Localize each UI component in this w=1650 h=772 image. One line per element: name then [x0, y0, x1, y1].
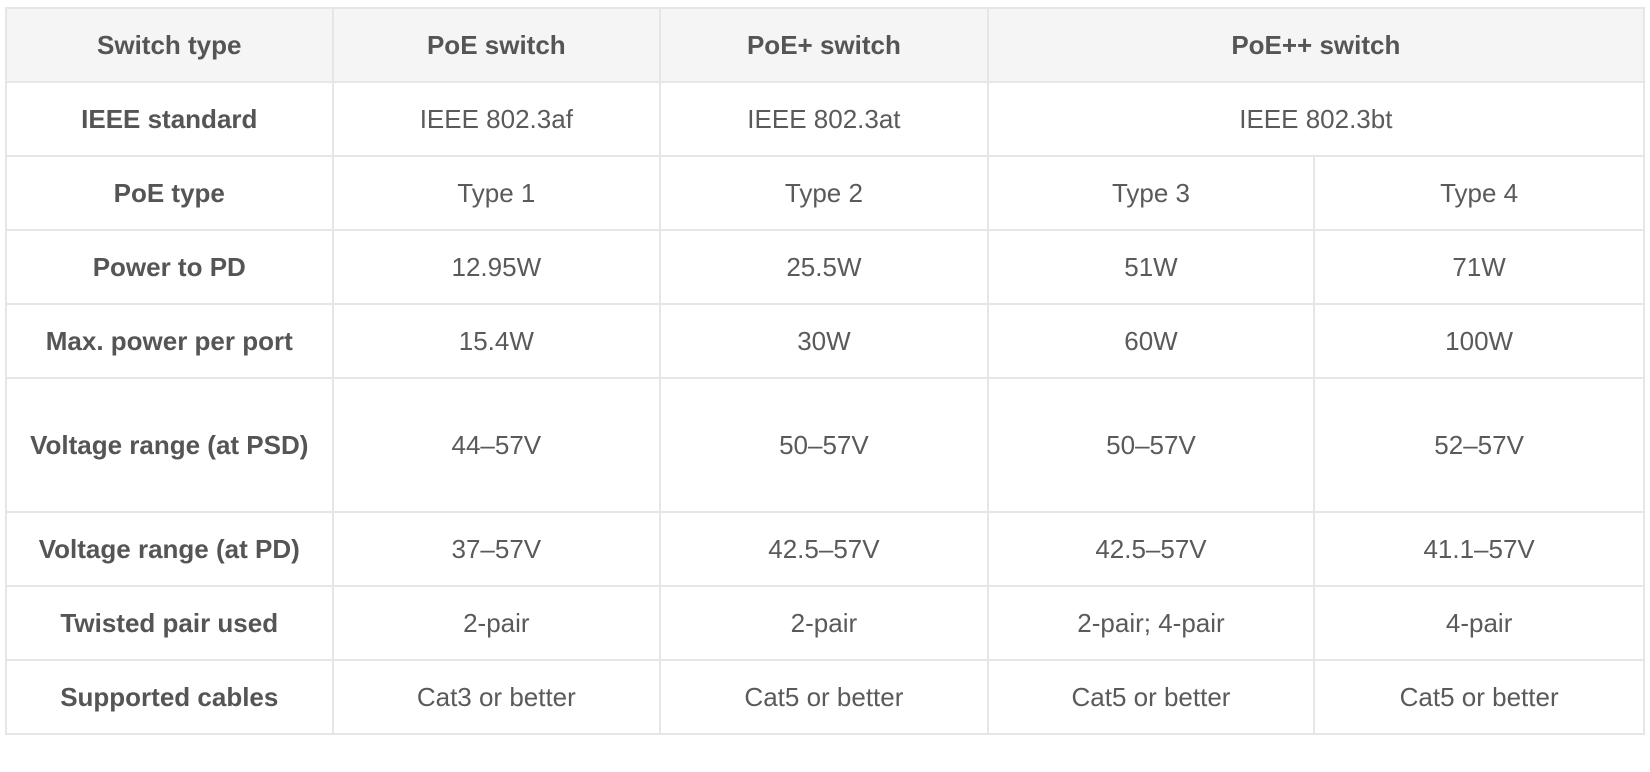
table-row-voltage-psd: Voltage range (at PSD) 44–57V 50–57V 50–… — [5, 377, 1645, 513]
table-cell: Cat5 or better — [659, 659, 989, 735]
table-cell: Type 4 — [1313, 155, 1645, 231]
table-row-ieee-standard: IEEE standard IEEE 802.3af IEEE 802.3at … — [5, 81, 1646, 157]
table-row-supported-cables: Supported cables Cat3 or better Cat5 or … — [5, 659, 1645, 735]
table-cell: 50–57V — [986, 377, 1316, 513]
table-cell: 51W — [986, 229, 1316, 305]
table-cell: IEEE 802.3bt — [986, 81, 1646, 157]
row-label: PoE type — [5, 155, 334, 231]
table-cell: 30W — [659, 303, 989, 379]
table-cell: 100W — [1313, 303, 1645, 379]
header-row: Switch type PoE switch PoE+ switch PoE++… — [5, 7, 1646, 83]
table-cell: Cat5 or better — [986, 659, 1316, 735]
table-cell: Type 3 — [986, 155, 1316, 231]
table-cell: Cat5 or better — [1313, 659, 1645, 735]
table-row-poe-type: PoE type Type 1 Type 2 Type 3 Type 4 — [5, 155, 1645, 231]
row-label: Twisted pair used — [5, 585, 334, 661]
table-row-power-to-pd: Power to PD 12.95W 25.5W 51W 71W — [5, 229, 1645, 305]
table-cell: 42.5–57V — [659, 511, 989, 587]
header-poe-switch: PoE switch — [331, 7, 662, 83]
table-cell: 2-pair — [659, 585, 989, 661]
table-cell: 52–57V — [1313, 377, 1645, 513]
table-cell: Type 1 — [331, 155, 662, 231]
poe-comparison-table-wrapper: Switch type PoE switch PoE+ switch PoE++… — [5, 7, 1646, 735]
header-switch-type: Switch type — [5, 7, 334, 83]
table-cell: 71W — [1313, 229, 1645, 305]
row-label: Max. power per port — [5, 303, 334, 379]
row-label: Power to PD — [5, 229, 334, 305]
table-cell: Cat3 or better — [331, 659, 662, 735]
table-cell: 37–57V — [331, 511, 662, 587]
table-cell: 25.5W — [659, 229, 989, 305]
table-cell: 2-pair; 4-pair — [986, 585, 1316, 661]
table-cell: 50–57V — [659, 377, 989, 513]
table-cell: 44–57V — [331, 377, 662, 513]
row-label: Voltage range (at PD) — [5, 511, 334, 587]
table-cell: 4-pair — [1313, 585, 1645, 661]
table-cell: 2-pair — [331, 585, 662, 661]
table-cell: 41.1–57V — [1313, 511, 1645, 587]
table-cell: 12.95W — [331, 229, 662, 305]
poe-comparison-table: Switch type PoE switch PoE+ switch PoE++… — [5, 7, 1646, 735]
table-cell: Type 2 — [659, 155, 989, 231]
row-label: Supported cables — [5, 659, 334, 735]
header-poe-plus-plus-switch: PoE++ switch — [986, 7, 1646, 83]
table-row-twisted-pair: Twisted pair used 2-pair 2-pair 2-pair; … — [5, 585, 1645, 661]
table-row-max-power: Max. power per port 15.4W 30W 60W 100W — [5, 303, 1645, 379]
row-label: Voltage range (at PSD) — [5, 377, 334, 513]
table-cell: 42.5–57V — [986, 511, 1316, 587]
table-cell: IEEE 802.3af — [331, 81, 662, 157]
header-poe-plus-switch: PoE+ switch — [659, 7, 989, 83]
table-row-voltage-pd: Voltage range (at PD) 37–57V 42.5–57V 42… — [5, 511, 1645, 587]
table-cell: IEEE 802.3at — [659, 81, 989, 157]
table-cell: 15.4W — [331, 303, 662, 379]
row-label: IEEE standard — [5, 81, 334, 157]
table-cell: 60W — [986, 303, 1316, 379]
